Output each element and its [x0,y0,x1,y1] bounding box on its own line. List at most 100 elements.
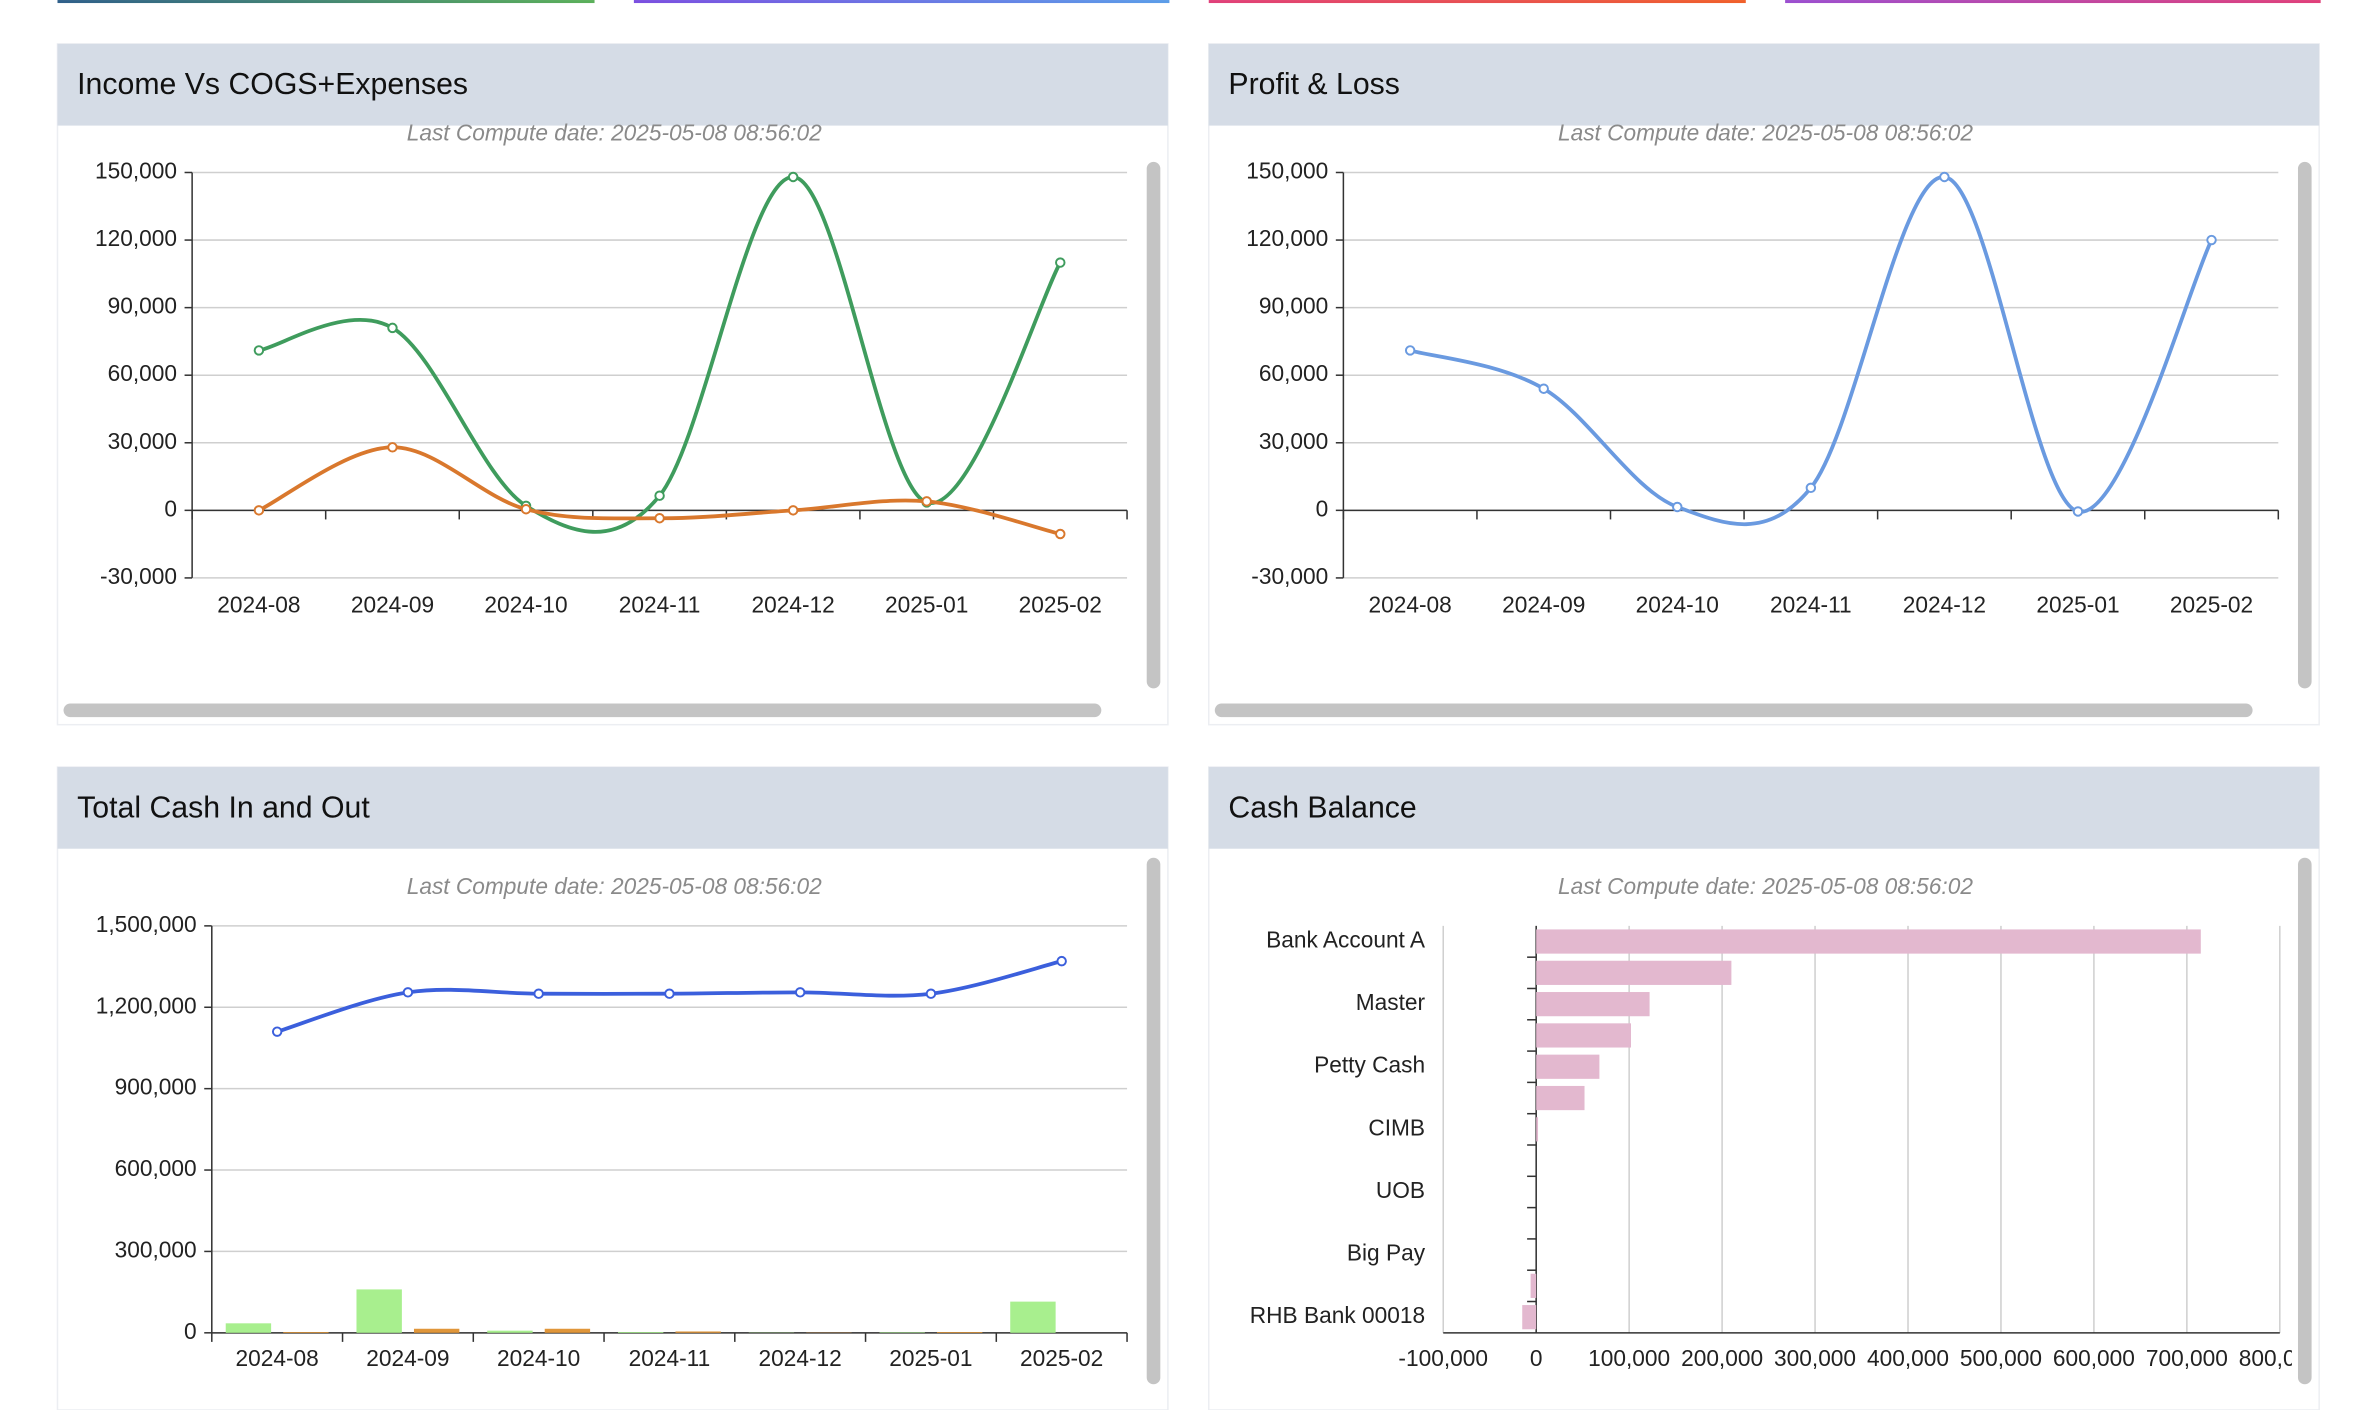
x-tick-label: 500,000 [1960,1345,2042,1371]
x-tick-label: 2024-08 [217,592,300,618]
x-tick-label: 0 [1530,1345,1543,1371]
x-tick-label: 2024-11 [629,1345,711,1371]
bar [1522,1305,1537,1330]
y-tick-label: UOB [1376,1177,1425,1203]
bar [617,1332,664,1333]
point [664,988,675,999]
point [1056,955,1067,967]
y-tick-label: 0 [184,1318,197,1344]
point [1538,383,1549,394]
x-tick-label: 600,000 [2053,1345,2135,1371]
point [1404,345,1416,356]
panel-header [57,43,1168,126]
bar [225,1323,272,1333]
y-tick-label: 1,200,000 [96,992,197,1018]
compute-date: Last Compute date: 2025-05-08 08:56:02 [1558,120,1973,146]
bar [283,1332,329,1333]
bar [879,1332,925,1333]
point [520,504,532,515]
panel [56,43,1169,726]
accent-bar [1785,0,2321,4]
y-tick-label: 60,000 [1259,360,1328,386]
horizontal-scrollbar [1214,703,2253,718]
point [387,442,398,453]
y-tick-label: Bank Account A [1266,927,1426,953]
x-tick-label: 2024-11 [619,592,701,618]
point [2206,234,2217,246]
vertical-scrollbar [1146,161,1161,689]
point [2072,506,2084,517]
x-tick-label: 2024-12 [1903,592,1986,618]
x-tick-label: -100,000 [1398,1345,1488,1371]
chart-area: -100,000 0 100,000 200,000 300,000 400,000 500… [1398,925,2292,1371]
point [387,322,398,334]
point [794,987,806,998]
y-tick-label: RHB Bank 00018 [1250,1302,1425,1328]
y-tick-label: 120,000 [1246,225,1328,251]
panel [1207,766,2320,1410]
panel-title: Profit & Loss [1228,68,1399,101]
x-tick-label: 2024-11 [1770,592,1852,618]
panel-header [1208,767,2320,849]
panel-title: Total Cash In and Out [77,791,370,824]
point [533,988,544,999]
bar [413,1328,460,1333]
point [1805,482,1817,494]
point [1939,171,1950,183]
y-tick-label: 0 [164,495,177,521]
bar [1530,1273,1537,1298]
y-tick-label: 600,000 [115,1155,197,1181]
x-tick-label: 2024-09 [351,592,434,618]
panel-title: Income Vs COGS+Expenses [77,68,468,101]
vertical-scrollbar [2297,857,2312,1385]
point [1055,257,1066,268]
compute-date: Last Compute date: 2025-05-08 08:56:02 [1558,873,1973,899]
bar [1536,1117,1539,1142]
x-tick-label: 2024-12 [759,1345,842,1371]
bar [1010,1301,1056,1333]
x-tick-label: 2025-01 [885,592,968,618]
horizontal-scrollbar [63,703,1102,718]
x-tick-label: 2025-02 [1020,1345,1103,1371]
x-tick-label: 2025-02 [2170,592,2253,618]
y-tick-label: 900,000 [115,1074,197,1100]
y-tick-label: 150,000 [95,157,177,183]
x-tick-label: 2025-01 [2036,592,2119,618]
accent-bar [57,0,595,4]
accent-bar [633,0,1170,4]
vertical-scrollbar [1146,857,1161,1385]
panel [1207,43,2320,726]
point [1055,528,1066,540]
point [921,496,932,507]
point [253,345,265,356]
y-tick-label: 60,000 [108,360,177,386]
bar [1536,1054,1600,1079]
point [654,490,665,501]
x-tick-label: 2024-08 [1369,592,1452,618]
y-tick-label: 1,500,000 [96,911,197,937]
point [253,505,265,516]
point [654,513,665,524]
x-tick-label: 100,000 [1588,1345,1670,1371]
x-tick-label: 2025-02 [1019,592,1102,618]
y-tick-label: 90,000 [1259,293,1328,319]
accent-bar [1208,0,1746,4]
y-tick-label: -30,000 [100,563,177,589]
bar [487,1330,533,1333]
y-tick-label: 30,000 [1259,428,1328,454]
y-tick-label: CIMB [1368,1114,1425,1140]
y-tick-label: 300,000 [115,1236,197,1262]
bar [544,1328,591,1333]
point [1672,501,1683,513]
y-tick-label: Petty Cash [1314,1052,1425,1078]
bar [1536,1023,1631,1048]
x-tick-label: 2024-10 [484,592,567,618]
bar [1536,929,2201,954]
panel-header [1208,43,2320,126]
bar [356,1289,402,1333]
x-tick-label: 2024-09 [366,1345,449,1371]
bar [1536,992,1650,1017]
x-tick-label: 2024-10 [1636,592,1719,618]
point [787,505,799,516]
